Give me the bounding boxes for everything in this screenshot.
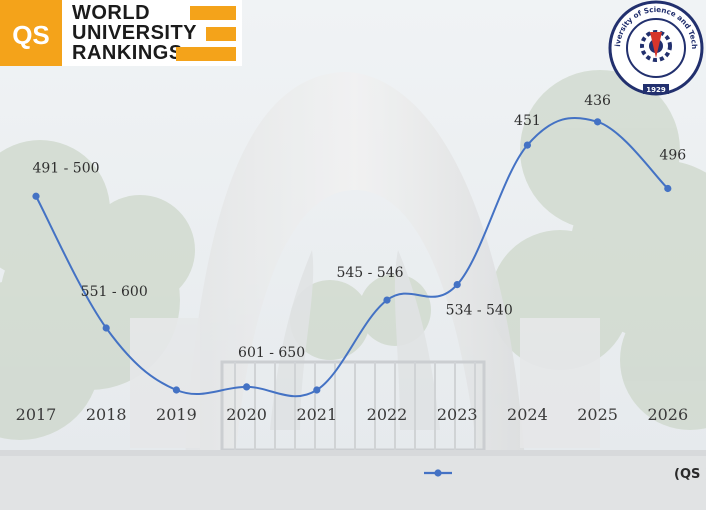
seal-year: 1929	[646, 86, 666, 94]
gear-icon	[640, 30, 672, 62]
data-label-2023: 534 - 540	[446, 303, 513, 319]
x-tick-2023: 2023	[437, 405, 478, 424]
x-tick-2021: 2021	[296, 405, 337, 424]
legend-marker-swatch	[434, 469, 442, 477]
x-tick-2026: 2026	[647, 405, 688, 424]
data-point-2019	[172, 386, 180, 394]
data-label-2020: 601 - 650	[238, 345, 305, 361]
legend-series-label: رتبه بندی جهانی کیو – اس ( QS)	[674, 467, 706, 482]
plot-area: 491 - 500 551 - 600 601 - 650 545 - 546 534 …	[32, 93, 686, 398]
x-axis: 2017 2018 2019 2020 2021 2022 2023 2024 2025 2026	[16, 405, 689, 424]
legend: رتبه بندی جهانی کیو – اس ( QS)	[424, 467, 706, 482]
data-point-2018	[102, 324, 110, 332]
data-label-2025: 436	[584, 93, 611, 109]
x-tick-2019: 2019	[156, 405, 197, 424]
qs-word-line-2: UNIVERSITY	[72, 22, 197, 44]
qs-word-line-3: RANKINGS	[72, 42, 183, 64]
data-label-2018: 551 - 600	[81, 284, 148, 300]
qs-mark-box	[0, 0, 62, 66]
data-label-2024: 451	[514, 113, 541, 129]
data-point-2025	[594, 118, 602, 126]
x-tick-2024: 2024	[507, 405, 548, 424]
x-tick-2025: 2025	[577, 405, 618, 424]
data-point-2024	[523, 141, 532, 149]
data-point-2023	[453, 281, 461, 289]
data-label-2017: 491 - 500	[32, 160, 99, 176]
x-tick-2017: 2017	[16, 405, 57, 424]
qs-accent-bar-3	[176, 47, 236, 61]
x-tick-2020: 2020	[226, 405, 267, 424]
data-label-2022: 545 - 546	[336, 265, 403, 281]
data-point-2026	[664, 184, 672, 193]
qs-word-line-1: WORLD	[72, 2, 150, 24]
data-point-2017	[32, 192, 40, 200]
x-tick-2018: 2018	[86, 405, 127, 424]
data-label-2026: 496	[659, 148, 686, 164]
x-tick-2022: 2022	[367, 405, 408, 424]
qs-accent-bar-2	[206, 27, 236, 41]
data-point-2021	[313, 386, 321, 394]
qs-accent-bar-1	[190, 6, 236, 20]
series-line	[35, 116, 669, 398]
qs-world-university-rankings-logo: QS WORLD UNIVERSITY RANKINGS	[0, 0, 242, 66]
data-point-2022	[383, 296, 391, 304]
data-point-2020	[243, 383, 251, 391]
qs-mark-text: QS	[12, 20, 50, 50]
